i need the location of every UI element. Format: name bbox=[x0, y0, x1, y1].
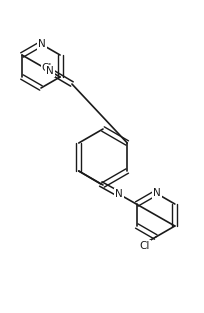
Text: N: N bbox=[152, 188, 160, 198]
Text: N: N bbox=[114, 189, 122, 199]
Text: Cl: Cl bbox=[42, 63, 52, 73]
Text: N: N bbox=[46, 66, 54, 76]
Text: N: N bbox=[38, 39, 46, 49]
Text: Cl: Cl bbox=[139, 241, 149, 251]
